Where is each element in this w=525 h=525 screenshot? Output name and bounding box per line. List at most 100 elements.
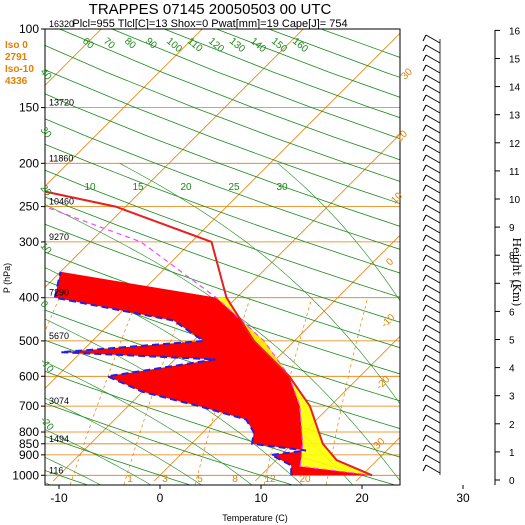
mixing-ratio-bottom-label: 3 (162, 474, 168, 485)
wind-barb (422, 374, 441, 384)
dry-adiabat-line (45, 93, 400, 227)
wind-barb (422, 354, 441, 364)
geopotential-height-label: 5670 (49, 331, 69, 341)
y-tick-label: 400 (19, 291, 39, 305)
chart-title: TRAPPES 07145 20050503 00 UTC (89, 1, 332, 18)
mixing-ratio-bottom-label: 20 (299, 474, 311, 485)
dry-adiabat-label: -20 (38, 415, 56, 433)
height-tick-label: 14 (509, 83, 521, 94)
wind-barb (422, 84, 441, 94)
height-tick-label: 1 (509, 448, 515, 459)
dry-adiabat-line (45, 435, 190, 485)
height-tick-label: 10 (509, 195, 521, 206)
moist-adiabat-line (45, 429, 151, 485)
dry-adiabat-line (45, 339, 400, 458)
isotherm-line (154, 234, 400, 482)
y-tick-label: 850 (19, 437, 39, 451)
y-tick-label: 250 (19, 200, 39, 214)
isotherm-line (255, 335, 400, 482)
dry-adiabat-line (45, 118, 400, 250)
wind-barb (422, 64, 441, 74)
height-tick-label: 2 (509, 420, 515, 431)
chart-subtitle: Plcl=955 Tlcl[C]=13 Shox=0 Pwat[mm]=19 C… (72, 18, 347, 30)
wind-barb (422, 154, 441, 164)
moist-adiabat-line (45, 204, 400, 482)
mixing-ratio-label: 10 (84, 182, 96, 193)
isotherm-label: -30 (369, 436, 387, 454)
wind-barb (422, 224, 441, 234)
moist-adiabat-line (45, 397, 202, 485)
dry-adiabat-label: 140 (248, 36, 268, 55)
dry-adiabat-line (45, 196, 400, 323)
moist-adiabat-line (277, 163, 400, 302)
height-tick-label: 7 (509, 279, 515, 290)
wind-barb (422, 234, 441, 244)
wind-barb (422, 434, 441, 444)
dry-adiabat-label: 130 (227, 36, 247, 55)
wind-barb (422, 144, 441, 154)
wind-barb (422, 174, 441, 184)
geopotential-height-label: 9270 (49, 232, 69, 242)
dry-adiabat-label: 0 (38, 299, 50, 311)
geopotential-height-label: 7290 (49, 288, 69, 298)
dry-adiabat-line (45, 402, 292, 485)
wind-barb (422, 364, 441, 374)
wind-barb (422, 204, 441, 214)
wind-barb (422, 464, 441, 474)
isotherm-label: 20 (394, 128, 410, 144)
mixing-ratio-bottom-label: 8 (232, 474, 238, 485)
moist-adiabat-line (119, 163, 400, 405)
height-tick-label: 3 (509, 392, 515, 403)
y-tick-label: 800 (19, 425, 39, 439)
y-tick-label: 1000 (12, 468, 39, 482)
mixing-ratio-label: 15 (132, 182, 144, 193)
wind-barb (422, 394, 441, 404)
dry-adiabat-label: 90 (143, 36, 159, 52)
iso10-height: 4336 (5, 76, 28, 87)
dry-adiabat-line (45, 280, 400, 402)
wind-barb (422, 314, 441, 324)
mixing-ratio-line (326, 297, 369, 485)
wind-barb (422, 424, 441, 434)
wind-barb (422, 294, 441, 304)
height-tick-label: 12 (509, 139, 521, 150)
x-tick-label: 30 (456, 491, 470, 505)
geopotential-height-label: 13720 (49, 98, 74, 108)
height-tick-label: 4 (509, 364, 515, 375)
wind-barb (422, 54, 441, 64)
mixing-ratio-bottom-label: 1 (127, 474, 133, 485)
geopotential-height-label: 11860 (49, 153, 73, 163)
wind-barb (422, 184, 441, 194)
wind-barb (422, 134, 441, 144)
plot-area (45, 29, 525, 485)
y-tick-label: 900 (19, 448, 39, 462)
mixing-ratio-label: 20 (180, 182, 192, 193)
moist-adiabat-line (404, 163, 525, 484)
geopotential-height-label: 1494 (49, 434, 69, 444)
isotherm-label: -10 (379, 312, 397, 330)
wind-barb (422, 324, 441, 334)
wind-barb (422, 74, 441, 84)
y-axis-label: P (hPa) (2, 263, 12, 293)
wind-barb (422, 454, 441, 464)
x-tick-label: 0 (157, 491, 164, 505)
x-axis-label: Temperature (C) (222, 513, 288, 523)
dry-adiabat-line (45, 143, 400, 274)
isotherm-line (45, 32, 400, 389)
x-tick-label: 20 (355, 491, 369, 505)
mixing-ratio-label: 25 (228, 182, 240, 193)
height-tick-label: 0 (509, 476, 515, 487)
y-tick-label: 300 (19, 235, 39, 249)
wind-barb (422, 344, 441, 354)
y-tick-label: 700 (19, 399, 39, 413)
geopotential-height-label: 10460 (49, 197, 74, 207)
wind-barb (422, 214, 441, 224)
wind-barb (422, 114, 441, 124)
height-tick-label: 5 (509, 336, 515, 347)
y-tick-label: 200 (19, 156, 39, 170)
wind-barb (422, 284, 441, 294)
series-dewpoint-line (53, 271, 307, 476)
mixing-ratio-bottom-label: 5 (197, 474, 203, 485)
wind-barb (422, 334, 441, 344)
